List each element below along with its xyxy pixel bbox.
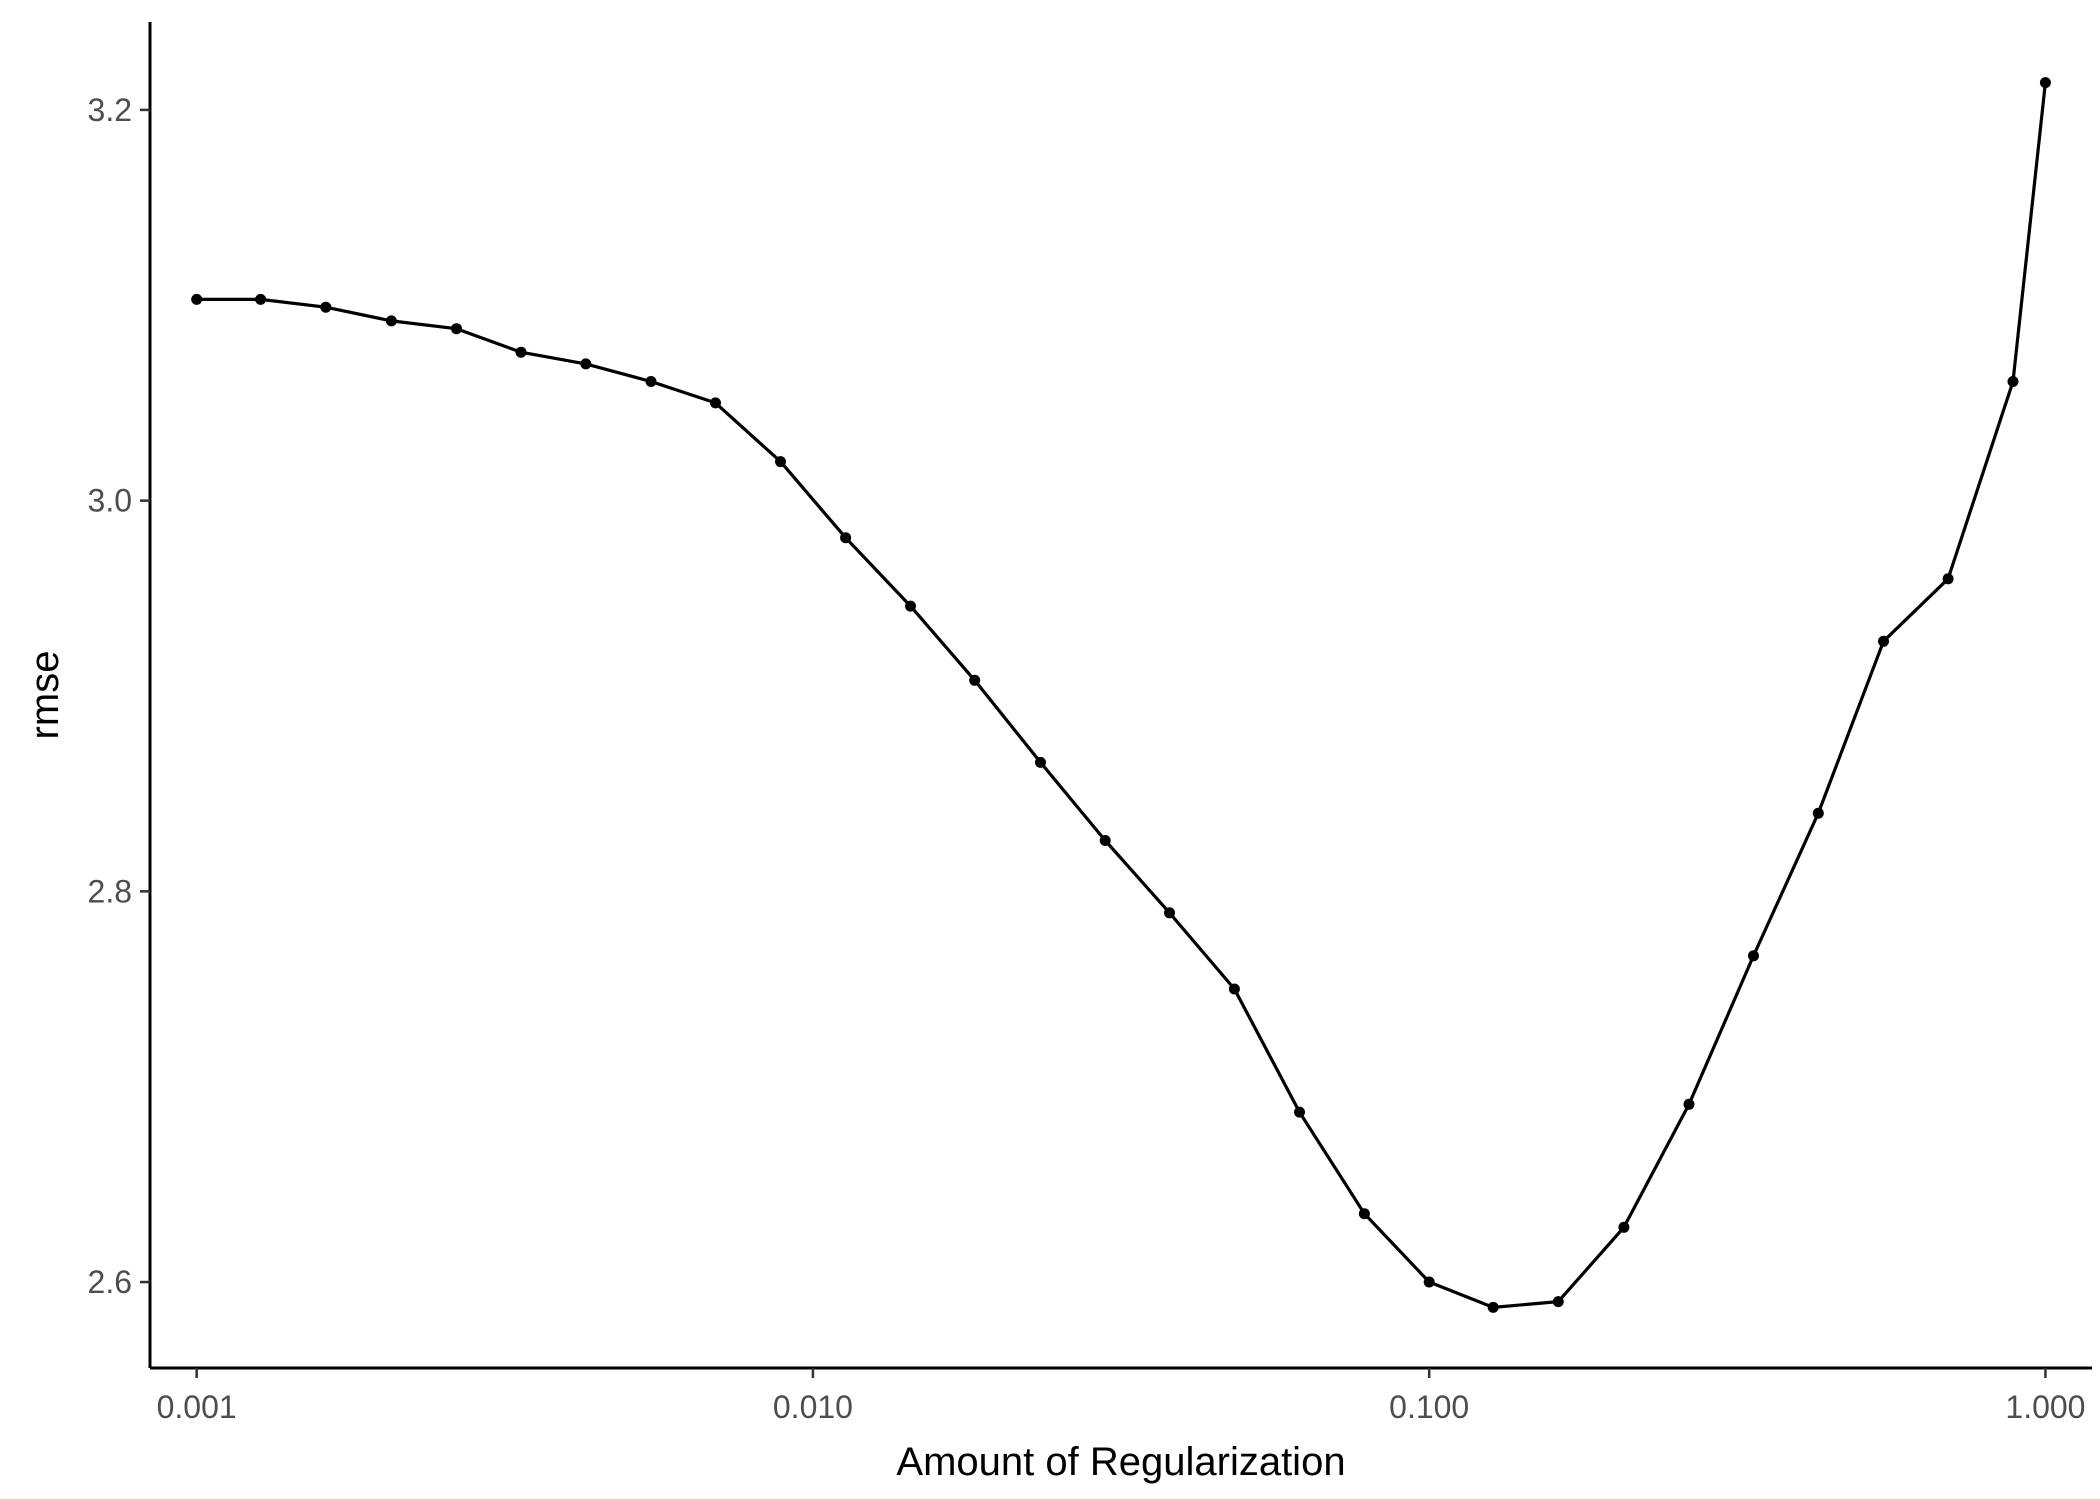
data-point bbox=[1942, 573, 1954, 585]
data-point bbox=[1748, 950, 1759, 962]
data-point bbox=[905, 600, 916, 612]
data-point bbox=[1552, 1296, 1564, 1308]
y-tick-label: 2.6 bbox=[88, 1264, 132, 1300]
data-point bbox=[1487, 1301, 1499, 1313]
y-tick-label: 2.8 bbox=[88, 873, 132, 909]
data-point bbox=[1618, 1221, 1630, 1233]
data-point bbox=[1423, 1276, 1435, 1288]
y-tick-label: 3.0 bbox=[88, 483, 132, 519]
data-point bbox=[320, 301, 332, 313]
data-point bbox=[1099, 835, 1111, 846]
data-point bbox=[1164, 907, 1175, 919]
x-tick-label: 0.001 bbox=[157, 1389, 237, 1425]
series-line bbox=[196, 82, 2047, 1310]
data-point bbox=[1294, 1106, 1305, 1118]
x-axis-ticks: 0.001 0.010 0.100 1.000 bbox=[157, 1368, 2085, 1425]
data-point bbox=[580, 358, 592, 370]
data-point bbox=[1683, 1098, 1695, 1110]
data-point bbox=[1812, 807, 1824, 819]
data-point bbox=[515, 346, 527, 358]
data-point bbox=[451, 323, 462, 335]
y-axis-ticks: 2.6 2.8 3.0 3.2 bbox=[88, 92, 150, 1300]
data-point bbox=[2039, 77, 2051, 89]
x-tick-label: 1.000 bbox=[2005, 1389, 2085, 1425]
data-point bbox=[191, 293, 203, 305]
x-tick-label: 0.100 bbox=[1389, 1389, 1469, 1425]
data-point bbox=[1228, 983, 1240, 995]
data-point bbox=[2007, 376, 2019, 387]
x-axis-title: Amount of Regularization bbox=[896, 1440, 1345, 1484]
x-tick-label: 0.010 bbox=[773, 1389, 853, 1425]
data-point bbox=[840, 532, 852, 544]
data-point bbox=[969, 674, 981, 686]
data-point bbox=[710, 397, 721, 409]
plot-marks bbox=[191, 77, 2051, 1313]
data-point bbox=[1035, 756, 1046, 768]
data-point bbox=[645, 376, 657, 387]
data-point bbox=[385, 315, 397, 327]
data-point bbox=[1358, 1208, 1370, 1220]
data-point bbox=[775, 456, 786, 468]
y-axis-title: rmse bbox=[23, 651, 67, 740]
data-point bbox=[1878, 635, 1889, 647]
y-tick-label: 3.2 bbox=[88, 92, 132, 128]
data-point bbox=[255, 293, 267, 305]
